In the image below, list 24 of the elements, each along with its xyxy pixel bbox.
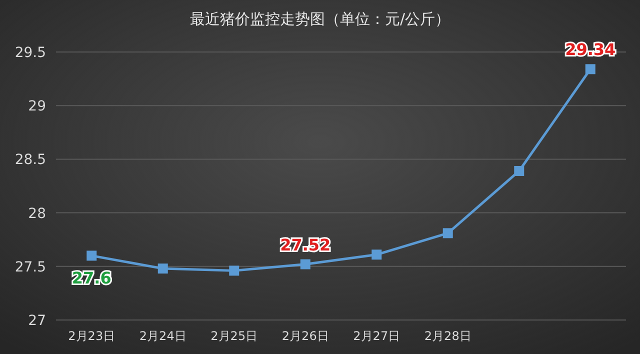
x-tick-label: 2月28日 [424, 329, 472, 343]
point [300, 259, 310, 270]
x-tick-label: 2月27日 [353, 329, 400, 343]
point [514, 166, 524, 176]
y-tick-label: 28 [28, 206, 46, 222]
x-tick-label: 2月24日 [139, 329, 186, 343]
y-tick-label: 28.5 [14, 152, 46, 168]
point [229, 266, 240, 276]
y-tick-label: 27 [28, 313, 46, 329]
chart-title: 最近猪价监控走势图（单位：元/公斤） [190, 10, 450, 28]
point [86, 250, 97, 261]
x-tick-label: 2月25日 [210, 329, 258, 343]
point [442, 228, 453, 238]
y-tick-label: 29 [28, 98, 46, 115]
data-label: 27.52 [280, 235, 331, 254]
point [158, 264, 168, 274]
x-tick-label: 2月26日 [282, 329, 329, 343]
y-tick-label: 29.5 [14, 45, 46, 61]
point [372, 250, 382, 260]
y-tick-label: 27.5 [14, 259, 46, 276]
data-label: 27.6 [72, 268, 112, 288]
point [585, 64, 596, 74]
data-label: 29.34 [565, 40, 616, 60]
x-tick-label: 2月23日 [68, 329, 116, 343]
